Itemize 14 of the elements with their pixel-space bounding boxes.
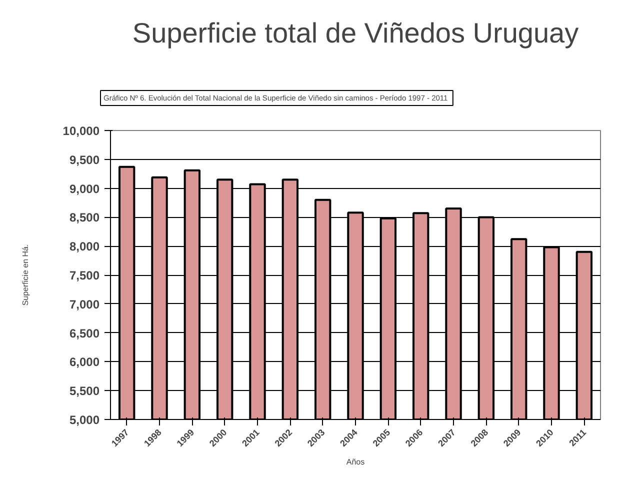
y-tick-label: 10,000 <box>62 124 100 138</box>
chart-title: Superficie total de Viñedos Uruguay <box>132 18 579 48</box>
y-tick-label: 7,000 <box>69 297 100 312</box>
y-tick-label: 8,000 <box>69 240 100 254</box>
y-tick-label: 9,500 <box>69 152 100 167</box>
y-axis-title: Superficie en Há. <box>20 244 30 306</box>
y-tick-label: 8,500 <box>69 210 100 225</box>
y-tick-label: 6,500 <box>69 326 100 340</box>
y-tick-label: 9,000 <box>69 182 100 196</box>
y-tick-label: 6,000 <box>69 355 100 370</box>
y-tick-label: 5,000 <box>69 413 100 427</box>
y-tick-label: 7,500 <box>69 268 100 282</box>
x-axis-title: Años <box>346 458 365 467</box>
y-tick-label: 5,500 <box>69 384 100 398</box>
